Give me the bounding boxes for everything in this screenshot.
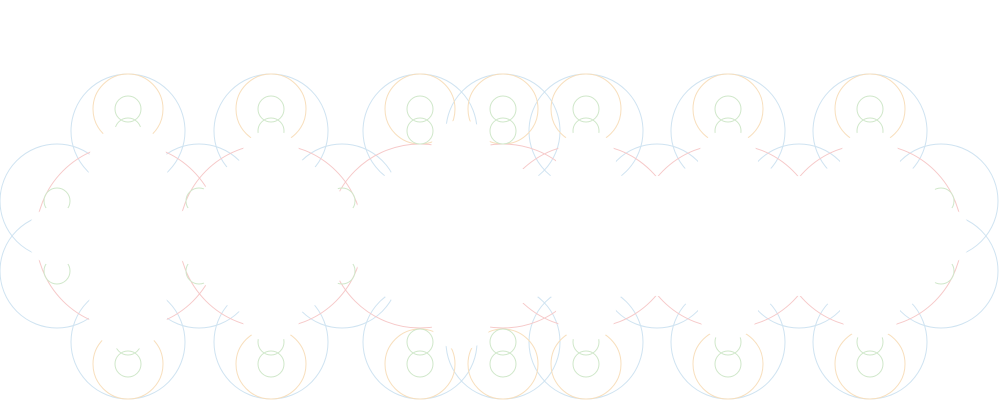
white-blob [312, 206, 372, 266]
white-blob [88, 270, 168, 350]
white-blob [556, 282, 616, 342]
white-blob [27, 206, 87, 266]
white-blob [241, 282, 301, 342]
white-blob [88, 125, 168, 205]
white-blob [169, 206, 229, 266]
white-blob [840, 280, 900, 340]
white-blob [840, 130, 900, 190]
white-blob [911, 206, 971, 266]
white-blob [431, 290, 491, 350]
white-blob [556, 130, 616, 190]
white-blob [241, 130, 301, 190]
white-blob [698, 130, 758, 190]
white-blob [698, 280, 758, 340]
white-cloud-shape [27, 120, 971, 350]
white-blob [431, 120, 491, 180]
